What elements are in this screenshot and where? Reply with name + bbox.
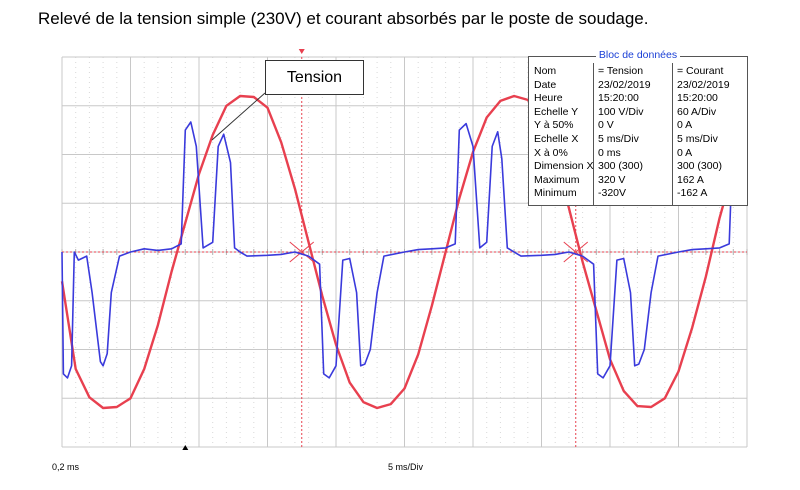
data-block-courant: 162 A bbox=[677, 173, 704, 186]
data-block-courant: 60 A/Div bbox=[677, 105, 717, 118]
data-block-row: Echelle Y 100 V/Div 60 A/Div bbox=[529, 106, 747, 118]
trigger-marker-top bbox=[298, 49, 305, 54]
data-block-courant: = Courant bbox=[677, 65, 724, 77]
data-block-tension: 100 V/Div bbox=[598, 105, 644, 118]
data-block-tension: 320 V bbox=[598, 173, 626, 186]
x-axis-scale-label: 5 ms/Div bbox=[388, 462, 424, 472]
courant-trace bbox=[61, 121, 741, 379]
chart-traces bbox=[60, 92, 741, 410]
data-block-courant: 23/02/2019 bbox=[677, 78, 730, 91]
data-block-row: Minimum -320V -162 A bbox=[529, 187, 747, 199]
data-block-title: Bloc de données bbox=[529, 49, 747, 61]
data-block-courant: 0 A bbox=[677, 119, 693, 132]
data-block: Bloc de données Nom = Tension = Courant Dat… bbox=[528, 49, 748, 206]
data-block-label: Y à 50% bbox=[534, 119, 574, 132]
data-block-row: Y à 50% 0 V 0 A bbox=[529, 119, 747, 131]
data-block-row: Dimension X 300 (300) 300 (300) bbox=[529, 160, 747, 172]
data-block-label: Echelle Y bbox=[534, 105, 579, 118]
data-block-row: Date 23/02/2019 23/02/2019 bbox=[529, 79, 747, 91]
data-block-courant: 15:20:00 bbox=[677, 92, 718, 105]
data-block-tension: 0 V bbox=[598, 119, 614, 132]
data-block-divider bbox=[593, 63, 594, 205]
data-block-label: Dimension X bbox=[534, 160, 594, 173]
data-block-courant: 300 (300) bbox=[677, 160, 722, 173]
data-block-tension: = Tension bbox=[598, 65, 644, 77]
data-block-tension: -320V bbox=[598, 187, 627, 200]
data-block-row: Heure 15:20:00 15:20:00 bbox=[529, 92, 747, 104]
data-block-label: Heure bbox=[534, 92, 563, 105]
data-block-row: Maximum 320 V 162 A bbox=[529, 174, 747, 186]
x-axis-offset-label: 0,2 ms bbox=[52, 462, 80, 472]
data-block-courant: 5 ms/Div bbox=[677, 133, 718, 145]
data-block-row: Echelle X 5 ms/Div 5 ms/Div bbox=[529, 133, 747, 145]
data-block-label: Echelle X bbox=[534, 133, 579, 145]
data-block-tension: 5 ms/Div bbox=[598, 133, 639, 145]
cursor-cross bbox=[563, 241, 589, 263]
data-block-tension: 23/02/2019 bbox=[598, 78, 651, 91]
page-title: Relevé de la tension simple (230V) et co… bbox=[38, 9, 649, 28]
data-block-courant: -162 A bbox=[677, 187, 708, 200]
data-block-label: X à 0% bbox=[534, 146, 568, 159]
data-block-courant: 0 A bbox=[677, 146, 693, 159]
data-block-tension: 15:20:00 bbox=[598, 92, 639, 105]
trigger-marker-bottom bbox=[182, 445, 189, 450]
data-block-label: Date bbox=[534, 78, 557, 91]
data-block-label: Minimum bbox=[534, 187, 577, 200]
callout-leader bbox=[211, 92, 266, 141]
data-block-row: X à 0% 0 ms 0 A bbox=[529, 147, 747, 159]
data-block-tension: 0 ms bbox=[598, 146, 621, 159]
tension-callout: Tension bbox=[265, 60, 364, 95]
data-block-label: Nom bbox=[534, 65, 557, 77]
data-block-label: Maximum bbox=[534, 173, 580, 186]
data-block-row: Nom = Tension = Courant bbox=[529, 65, 747, 77]
data-block-tension: 300 (300) bbox=[598, 160, 643, 173]
data-block-divider bbox=[672, 63, 673, 205]
tension-trace bbox=[60, 94, 741, 410]
